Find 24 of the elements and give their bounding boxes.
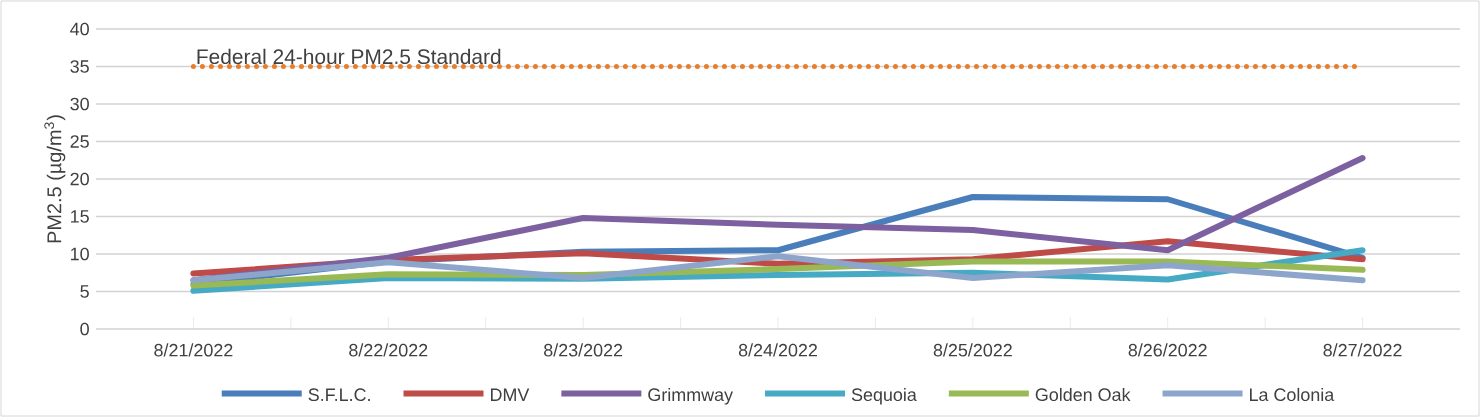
y-tick-label: 5 — [80, 285, 89, 298]
x-tick-label: 8/26/2022 — [1128, 343, 1207, 357]
legend-label: DMV — [490, 388, 530, 401]
legend-label: Grimmway — [648, 387, 733, 405]
x-tick-label: 8/25/2022 — [933, 343, 1012, 357]
x-tick-label: 8/21/2022 — [154, 343, 233, 357]
x-tick-label: 8/22/2022 — [349, 343, 428, 357]
legend-label: Sequoia — [851, 387, 917, 405]
y-tick-label: 30 — [70, 97, 89, 111]
legend-label: Golden Oak — [1035, 387, 1131, 402]
y-tick-label: 25 — [70, 135, 89, 148]
ref-line-label: Federal 24-hour PM2.5 Standard — [197, 48, 501, 65]
legend-label: S.F.L.C. — [308, 388, 370, 402]
y-tick-label: 35 — [70, 60, 89, 73]
y-axis-title: PM2.5 (µg/m$^{3}$) — [44, 115, 66, 243]
y-tick-label: 0 — [80, 322, 89, 336]
y-tick-label: 15 — [71, 210, 89, 223]
y-tick-label: 20 — [70, 172, 89, 186]
x-tick-label: 8/23/2022 — [544, 343, 623, 357]
y-tick-label: 10 — [71, 247, 89, 261]
x-tick-label: 8/24/2022 — [738, 343, 817, 357]
y-tick-label: 40 — [70, 22, 89, 36]
x-tick-label: 8/27/2022 — [1323, 343, 1402, 357]
legend-label: La Colonia — [1250, 387, 1335, 402]
